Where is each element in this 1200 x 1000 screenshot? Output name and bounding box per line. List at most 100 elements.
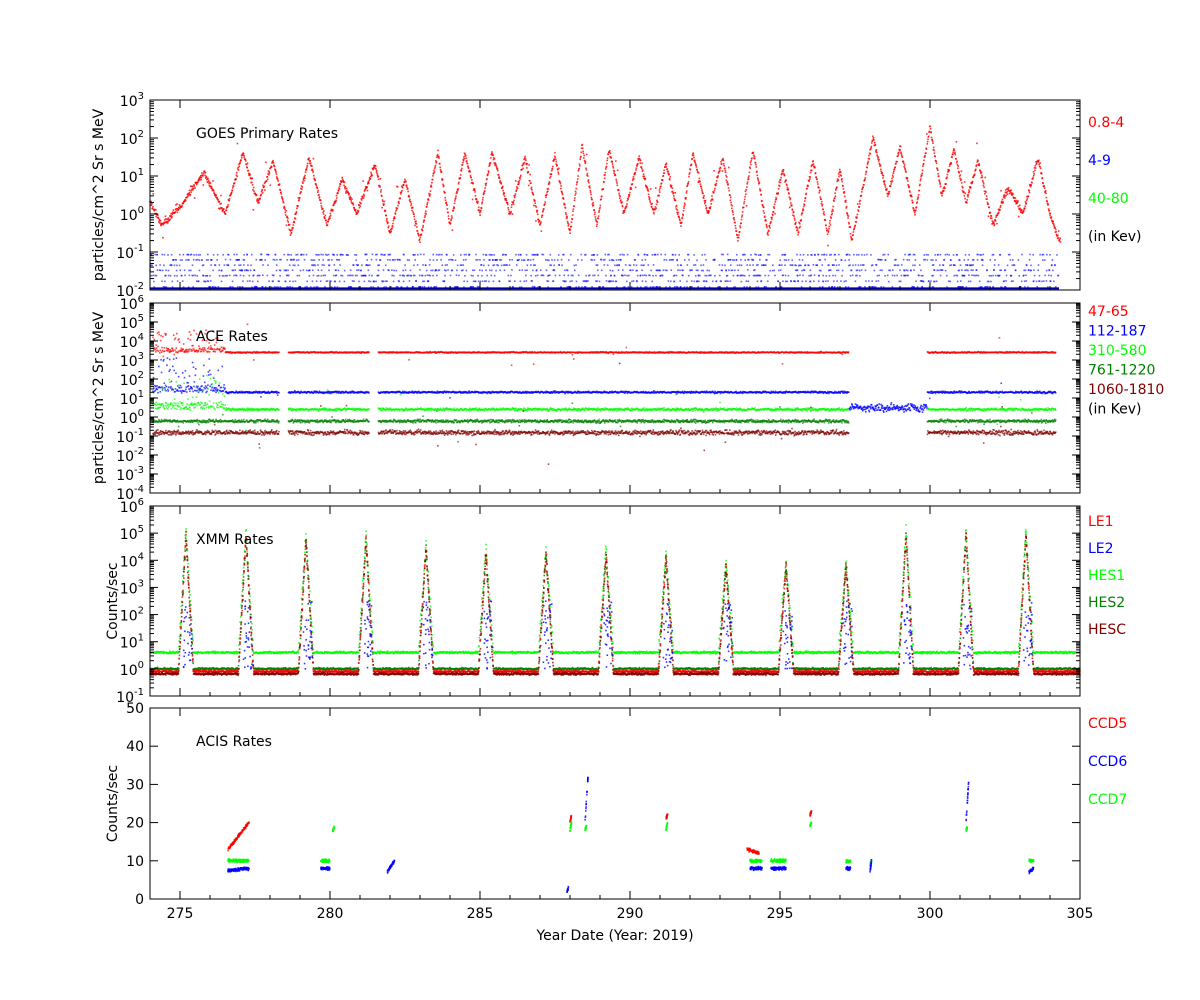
data-point [601, 270, 603, 272]
data-point [344, 188, 346, 190]
data-point [673, 195, 675, 197]
data-point [480, 210, 482, 212]
data-point [199, 254, 201, 256]
data-point [295, 218, 297, 220]
data-point [852, 265, 854, 267]
data-point [936, 163, 938, 165]
data-point [155, 216, 157, 218]
data-point [754, 156, 756, 158]
data-point [728, 190, 730, 192]
data-point [702, 270, 704, 272]
data-point [927, 254, 929, 256]
data-point [701, 254, 703, 256]
data-point [921, 280, 923, 282]
data-point [768, 230, 770, 232]
data-point [287, 217, 289, 219]
data-point [193, 188, 195, 190]
data-point [276, 173, 278, 175]
data-point [775, 197, 777, 199]
data-point [881, 270, 883, 272]
data-point [764, 275, 766, 277]
data-point [506, 200, 508, 202]
data-point [856, 216, 858, 218]
data-point [516, 264, 518, 266]
data-point [811, 254, 813, 256]
data-point [509, 280, 511, 282]
data-point [286, 225, 288, 227]
data-point [154, 347, 156, 349]
data-point [271, 166, 273, 168]
data-point [444, 197, 446, 199]
data-point [901, 275, 903, 277]
data-point [1028, 195, 1030, 197]
data-point [568, 223, 570, 225]
data-point [627, 200, 629, 202]
data-point [803, 209, 805, 211]
data-point [221, 346, 223, 348]
data-point [1039, 254, 1041, 256]
data-point [569, 232, 571, 234]
data-point [189, 190, 191, 192]
data-point [193, 275, 195, 277]
data-point [801, 214, 803, 216]
data-point [464, 254, 466, 256]
data-point [500, 259, 502, 261]
data-point [463, 280, 465, 282]
data-point [432, 254, 434, 256]
data-point [706, 281, 708, 283]
data-point [871, 280, 873, 282]
data-point [934, 152, 936, 154]
data-point [287, 221, 289, 223]
data-point [780, 179, 782, 181]
data-point [289, 264, 291, 266]
data-point [761, 264, 763, 266]
data-point [358, 269, 360, 271]
data-point [1016, 200, 1018, 202]
data-point [627, 254, 629, 256]
data-point [719, 264, 721, 266]
data-point [597, 218, 599, 220]
data-point [164, 350, 166, 352]
data-point [696, 269, 698, 271]
data-point [924, 156, 926, 158]
data-point [209, 351, 211, 353]
data-point [674, 281, 676, 283]
data-point [407, 259, 409, 261]
data-point [956, 160, 958, 162]
data-point [903, 163, 905, 165]
data-point [543, 254, 545, 256]
data-point [284, 207, 286, 209]
data-point [816, 178, 818, 180]
data-point [158, 350, 160, 352]
data-point [411, 210, 413, 212]
data-point [848, 215, 850, 217]
data-point [826, 275, 828, 277]
data-point [311, 165, 313, 167]
data-point [1025, 275, 1027, 277]
data-point [571, 275, 573, 277]
data-point [918, 194, 920, 196]
data-point [686, 190, 688, 192]
data-point [440, 259, 442, 261]
data-point [585, 161, 587, 163]
data-point [384, 201, 386, 203]
data-point [330, 280, 332, 282]
data-point [776, 198, 778, 200]
data-point [205, 281, 207, 283]
data-point [788, 259, 790, 261]
data-point [658, 195, 660, 197]
data-point [155, 351, 157, 353]
data-point [422, 275, 424, 277]
data-point [1003, 280, 1005, 282]
data-point [610, 157, 612, 159]
data-point [866, 167, 868, 169]
data-point [247, 280, 249, 282]
data-point [887, 254, 889, 256]
data-point [960, 280, 962, 282]
data-point [915, 209, 917, 211]
data-point [626, 205, 628, 207]
data-point [932, 275, 934, 277]
data-point [584, 162, 586, 164]
data-point [357, 264, 359, 266]
data-point [179, 269, 181, 271]
